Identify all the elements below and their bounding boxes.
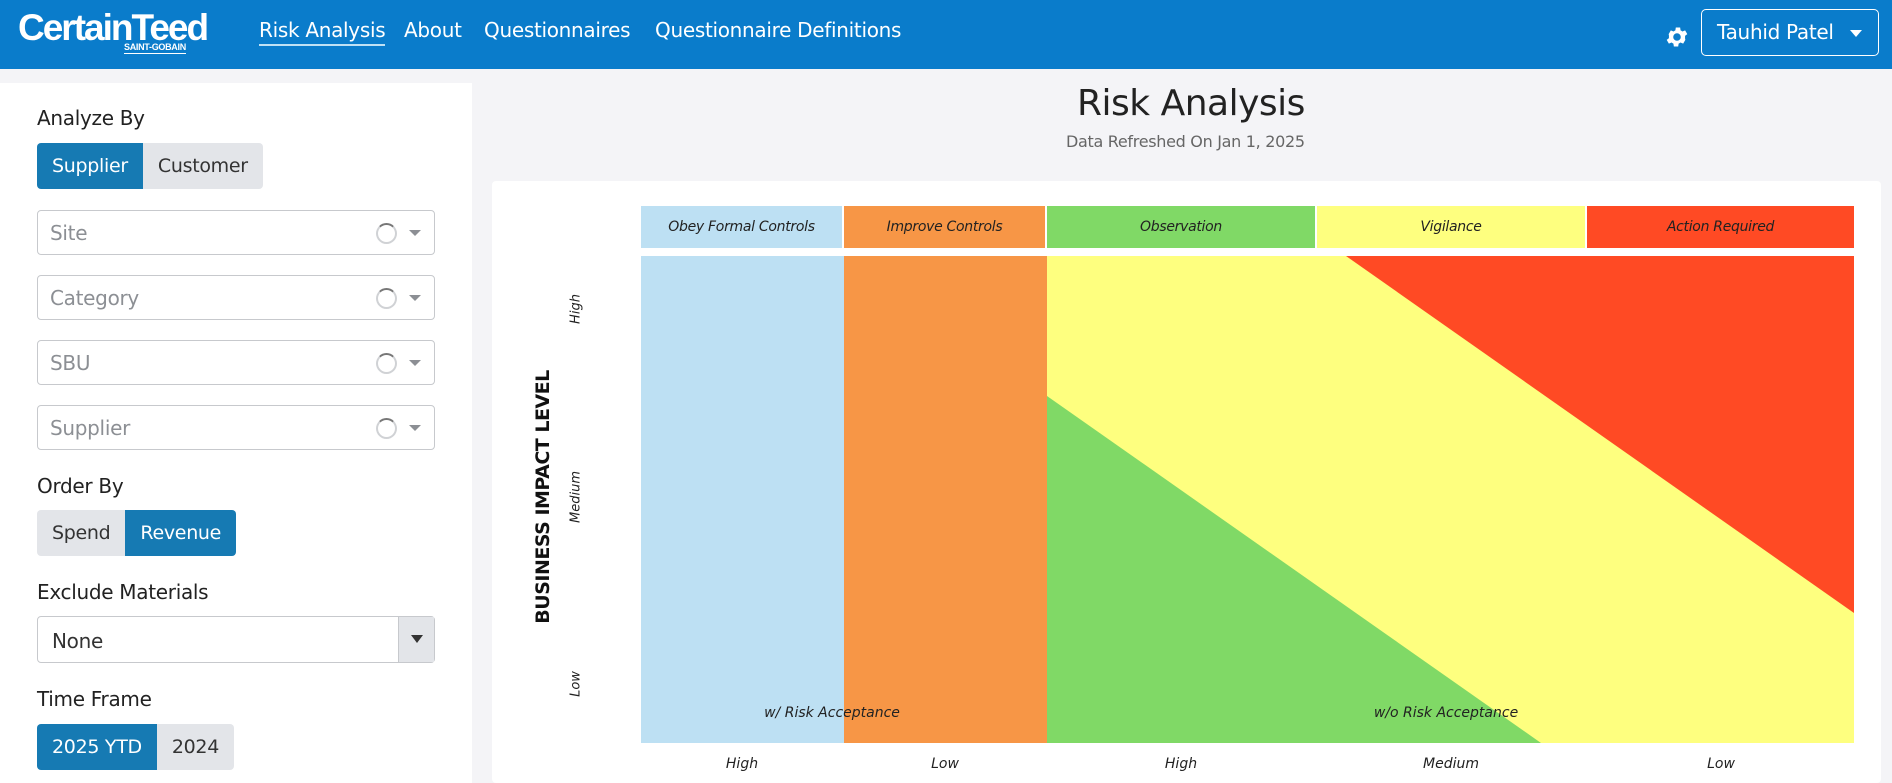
data-refreshed-text: Data Refreshed On Jan 1, 2025: [1066, 132, 1305, 151]
zone-action-required: [1346, 256, 1854, 613]
time-frame-2024-button[interactable]: 2024: [156, 724, 234, 770]
y-axis-title: BUSINESS IMPACT LEVEL: [532, 370, 554, 624]
loading-spinner-icon: [376, 223, 397, 244]
chevron-down-icon: [1850, 30, 1862, 37]
time-frame-label: Time Frame: [37, 687, 152, 711]
loading-spinner-icon: [376, 418, 397, 439]
order-by-toggle: Spend Revenue: [37, 510, 237, 556]
category-select[interactable]: Category: [37, 275, 435, 320]
category-vigilance: Vigilance: [1317, 206, 1585, 248]
x-tick-low-1: Low: [931, 756, 959, 772]
analyze-by-label: Analyze By: [37, 106, 145, 130]
chevron-down-icon: [409, 295, 421, 301]
y-tick-medium: Medium: [568, 471, 584, 523]
exclude-materials-value: None: [52, 629, 103, 653]
order-by-revenue-button[interactable]: Revenue: [125, 510, 237, 556]
site-placeholder: Site: [50, 221, 88, 245]
category-action-required: Action Required: [1587, 206, 1854, 248]
chevron-down-icon: [409, 360, 421, 366]
y-tick-high: High: [568, 294, 584, 324]
user-name: Tauhid Patel: [1717, 20, 1834, 44]
chevron-down-icon: [409, 230, 421, 236]
zone-obey-formal-controls: [641, 256, 844, 743]
sbu-placeholder: SBU: [50, 351, 91, 375]
brand-subtitle: SAINT-GOBAIN: [124, 42, 186, 54]
analyze-by-customer-button[interactable]: Customer: [142, 143, 263, 189]
exclude-materials-label: Exclude Materials: [37, 580, 209, 604]
order-by-label: Order By: [37, 474, 124, 498]
risk-matrix-plot: [641, 256, 1854, 743]
area-label-without-risk-acceptance: w/o Risk Acceptance: [1373, 705, 1519, 721]
brand-logo[interactable]: CertainTeed SAINT-GOBAIN: [18, 7, 209, 54]
analyze-by-supplier-button[interactable]: Supplier: [37, 143, 143, 189]
user-menu-button[interactable]: Tauhid Patel: [1701, 9, 1879, 56]
brand-name: CertainTeed: [18, 7, 209, 48]
site-select[interactable]: Site: [37, 210, 435, 255]
dropdown-button[interactable]: [398, 617, 434, 662]
chevron-down-icon: [409, 425, 421, 431]
nav-about[interactable]: About: [404, 18, 462, 42]
nav-risk-analysis[interactable]: Risk Analysis: [259, 18, 386, 46]
time-frame-toggle: 2025 YTD 2024: [37, 724, 234, 770]
loading-spinner-icon: [376, 288, 397, 309]
y-tick-low: Low: [568, 671, 584, 697]
page-title: Risk Analysis: [1077, 83, 1305, 124]
area-label-with-risk-acceptance: w/ Risk Acceptance: [764, 705, 900, 721]
supplier-placeholder: Supplier: [50, 416, 131, 440]
top-navbar: CertainTeed SAINT-GOBAIN Risk Analysis A…: [0, 0, 1892, 69]
category-obey-formal-controls: Obey Formal Controls: [641, 206, 842, 248]
nav-questionnaire-definitions[interactable]: Questionnaire Definitions: [655, 18, 902, 42]
x-tick-high-1: High: [725, 756, 759, 772]
order-by-spend-button[interactable]: Spend: [37, 510, 126, 556]
exclude-materials-select[interactable]: None: [37, 616, 435, 663]
supplier-select[interactable]: Supplier: [37, 405, 435, 450]
zone-observation: [1047, 396, 1541, 743]
x-tick-high-2: High: [1164, 756, 1198, 772]
time-frame-2025-ytd-button[interactable]: 2025 YTD: [37, 724, 157, 770]
x-tick-medium: Medium: [1423, 756, 1479, 772]
category-improve-controls: Improve Controls: [844, 206, 1045, 248]
gear-icon[interactable]: [1664, 24, 1690, 50]
x-tick-low-2: Low: [1707, 756, 1735, 772]
zone-improve-controls: [844, 256, 1047, 743]
analyze-by-toggle: Supplier Customer: [37, 143, 263, 189]
caret-down-icon: [411, 635, 423, 643]
category-observation: Observation: [1047, 206, 1315, 248]
category-placeholder: Category: [50, 286, 139, 310]
loading-spinner-icon: [376, 353, 397, 374]
nav-questionnaires[interactable]: Questionnaires: [484, 18, 631, 42]
sbu-select[interactable]: SBU: [37, 340, 435, 385]
